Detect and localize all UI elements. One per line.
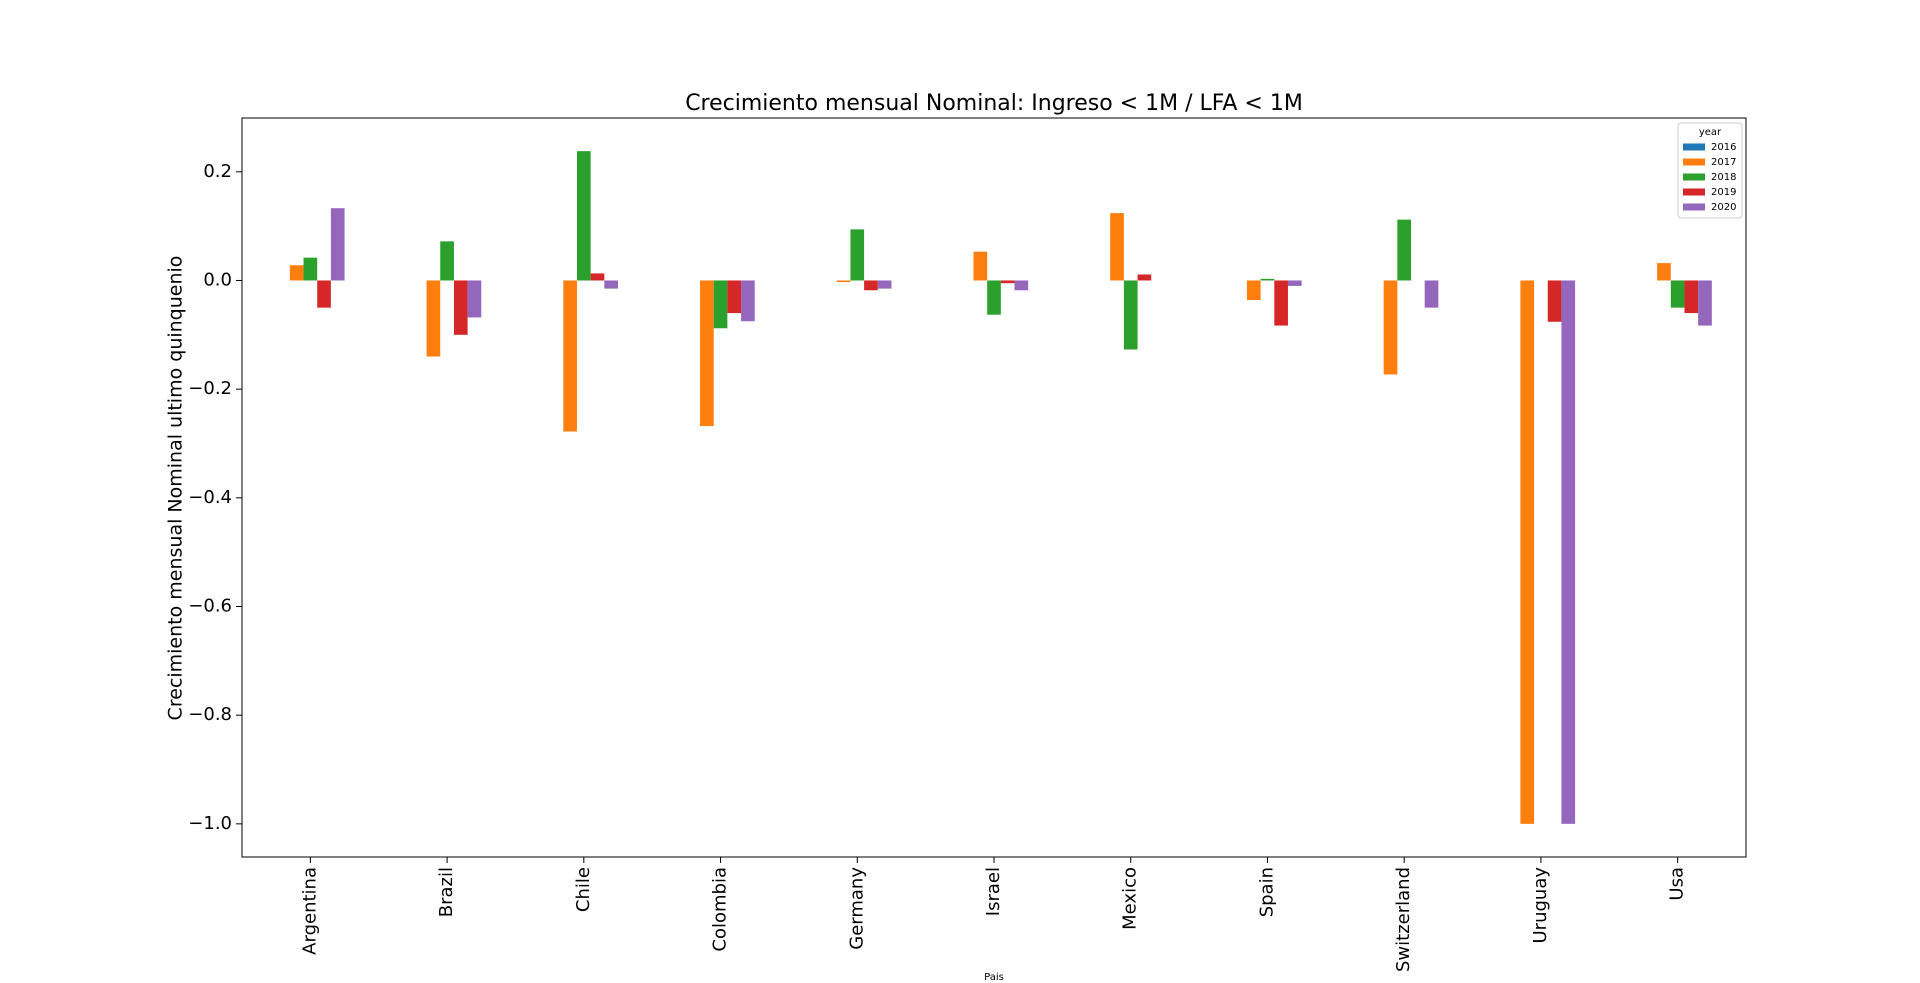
legend-label: 2017 — [1711, 157, 1736, 168]
legend-title: year — [1699, 127, 1722, 138]
bar — [1424, 280, 1439, 308]
bar — [877, 280, 892, 289]
bar — [1287, 280, 1302, 286]
bar — [864, 280, 878, 291]
y-axis-label: Crecimiento mensual Nominal ultimo quinq… — [165, 256, 187, 721]
bar — [836, 280, 851, 283]
x-tick-label: Brazil — [436, 867, 457, 917]
bar — [1110, 213, 1124, 281]
bar — [741, 280, 755, 322]
bar — [1274, 280, 1288, 326]
bar — [467, 280, 482, 318]
y-tick-label: −0.8 — [188, 704, 232, 725]
legend-swatch — [1683, 143, 1705, 151]
bar — [1260, 278, 1275, 281]
bar — [317, 280, 331, 308]
legend-label: 2018 — [1711, 172, 1736, 183]
bar — [727, 280, 742, 314]
legend-label: 2019 — [1711, 187, 1736, 198]
bar — [973, 251, 988, 281]
bar — [440, 241, 454, 281]
legend-label: 2016 — [1711, 142, 1736, 153]
legend: year 2016 2017 2018 2019 2020 — [1677, 122, 1743, 219]
bar — [1670, 280, 1685, 308]
x-tick-label: Germany — [846, 867, 867, 950]
bar — [1246, 280, 1261, 301]
bar — [713, 280, 728, 329]
x-tick-label: Argentina — [299, 867, 320, 955]
bar — [289, 265, 304, 281]
bar — [576, 151, 591, 281]
bar — [563, 280, 577, 432]
bar — [1000, 280, 1015, 284]
x-tick-label: Uruguay — [1530, 867, 1551, 944]
legend-label: 2020 — [1711, 202, 1736, 213]
bar — [1657, 263, 1671, 281]
bar — [1397, 219, 1412, 281]
bar — [303, 257, 318, 281]
y-tick-label: −0.4 — [188, 487, 232, 508]
bar — [1561, 280, 1576, 824]
y-tick-label: 0.2 — [203, 161, 232, 182]
x-tick-label: Chile — [573, 867, 594, 912]
bar — [330, 208, 345, 281]
bar — [1383, 280, 1398, 375]
x-tick-label: Usa — [1667, 867, 1688, 901]
bar — [1137, 274, 1152, 281]
bar — [1014, 280, 1029, 291]
y-tick-label: 0.0 — [203, 269, 232, 290]
bar — [1684, 280, 1699, 314]
y-tick-label: −0.6 — [188, 596, 232, 617]
bar — [453, 280, 468, 335]
y-tick-label: −0.2 — [188, 378, 232, 399]
legend-swatch — [1683, 203, 1705, 211]
legend-swatch — [1683, 188, 1705, 196]
plot-frame — [241, 117, 1747, 858]
x-tick-label: Spain — [1256, 867, 1277, 917]
bar — [1123, 280, 1138, 350]
bar — [987, 280, 1001, 315]
bar — [1520, 280, 1535, 824]
bar — [426, 280, 441, 357]
chart-title: Crecimiento mensual Nominal: Ingreso < 1… — [685, 91, 1303, 116]
bar — [604, 280, 618, 289]
y-tick-label: −1.0 — [188, 813, 232, 834]
bar — [700, 280, 714, 427]
bar — [1698, 280, 1712, 326]
x-axis-label: Pais — [984, 972, 1004, 983]
bar — [1547, 280, 1562, 322]
legend-swatch — [1683, 158, 1705, 166]
bar — [590, 273, 605, 281]
x-tick-label: Switzerland — [1393, 867, 1414, 972]
legend-swatch — [1683, 173, 1705, 181]
bar — [850, 229, 865, 281]
x-tick-label: Mexico — [1120, 867, 1141, 930]
x-tick-label: Israel — [983, 867, 1004, 916]
x-tick-label: Colombia — [710, 867, 731, 952]
